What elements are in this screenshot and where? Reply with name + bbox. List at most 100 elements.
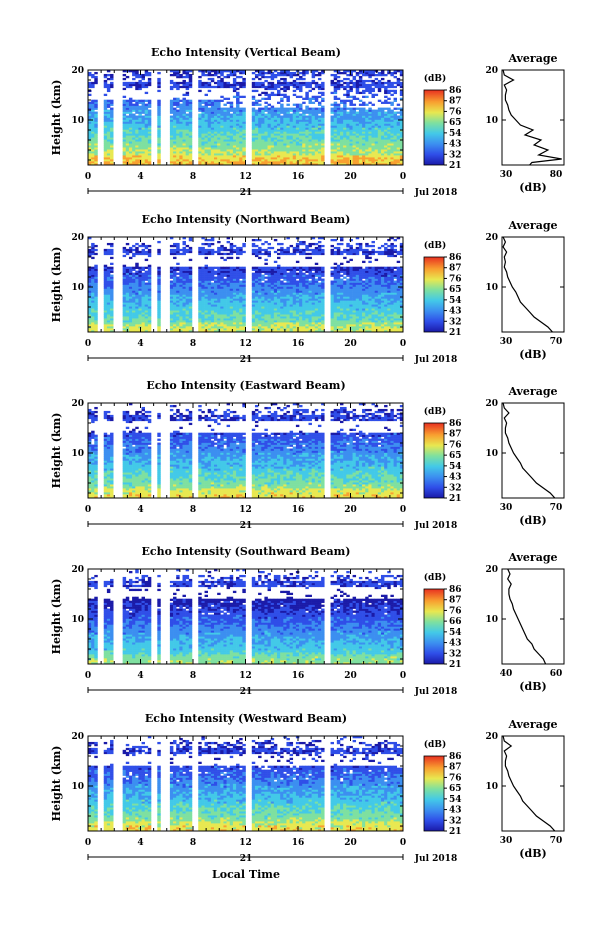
heatmap-cell xyxy=(331,110,334,112)
heatmap-cell xyxy=(331,302,334,304)
heatmap-cell xyxy=(88,84,91,86)
heatmap-cell xyxy=(378,123,381,125)
heatmap-cell xyxy=(123,129,126,131)
heatmap-cell xyxy=(157,84,160,86)
heatmap-cell xyxy=(255,155,258,157)
heatmap-cell xyxy=(94,328,97,330)
heatmap-cell xyxy=(299,159,302,161)
heatmap-cell xyxy=(375,322,378,324)
heatmap-cell xyxy=(302,314,305,316)
heatmap-cell xyxy=(315,161,318,163)
heatmap-cell xyxy=(312,147,315,149)
heatmap-cell xyxy=(309,139,312,141)
heatmap-cell xyxy=(148,127,151,129)
heatmap-cell xyxy=(220,137,223,139)
heatmap-cell xyxy=(365,129,368,131)
heatmap-cell xyxy=(390,310,393,312)
heatmap-cell xyxy=(381,151,384,153)
heatmap-cell xyxy=(157,157,160,159)
heatmap-cell xyxy=(239,110,242,112)
heatmap-cell xyxy=(170,108,173,110)
heatmap-cell xyxy=(277,147,280,149)
heatmap-cell xyxy=(186,141,189,143)
heatmap-cell xyxy=(321,84,324,86)
heatmap-cell xyxy=(227,110,230,112)
heatmap-cell xyxy=(255,143,258,145)
heatmap-cell xyxy=(293,119,296,121)
heatmap-cell xyxy=(126,86,129,88)
heatmap-cell xyxy=(293,304,296,306)
heatmap-cell xyxy=(280,159,283,161)
heatmap-cell xyxy=(94,149,97,151)
heatmap-cell xyxy=(321,304,324,306)
heatmap-cell xyxy=(387,294,390,296)
heatmap-cell xyxy=(293,322,296,324)
heatmap-cell xyxy=(353,96,356,98)
heatmap-cell xyxy=(334,312,337,314)
heatmap-cell xyxy=(372,157,375,159)
heatmap-cell xyxy=(179,296,182,298)
heatmap-cell xyxy=(189,302,192,304)
heatmap-cell xyxy=(315,118,318,120)
heatmap-cell xyxy=(227,320,230,322)
heatmap-cell xyxy=(132,116,135,118)
heatmap-cell xyxy=(286,328,289,330)
heatmap-cell xyxy=(321,316,324,318)
heatmap-cell xyxy=(346,306,349,308)
heatmap-cell xyxy=(372,74,375,76)
heatmap-cell xyxy=(198,116,201,118)
heatmap-cell xyxy=(346,328,349,330)
heatmap-cell xyxy=(356,137,359,139)
heatmap-cell xyxy=(107,302,110,304)
heatmap-cell xyxy=(135,125,138,127)
heatmap-cell xyxy=(214,322,217,324)
heatmap-cell xyxy=(334,102,337,104)
heatmap-cell xyxy=(107,314,110,316)
heatmap-cell xyxy=(359,104,362,106)
heatmap-cell xyxy=(321,127,324,129)
heatmap-cell xyxy=(132,143,135,145)
heatmap-cell xyxy=(280,98,283,100)
heatmap-cell xyxy=(211,137,214,139)
heatmap-cell xyxy=(179,316,182,318)
heatmap-cell xyxy=(236,302,239,304)
heatmap-cell xyxy=(230,102,233,104)
heatmap-cell xyxy=(305,316,308,318)
heatmap-cell xyxy=(230,86,233,88)
heatmap-cell xyxy=(179,143,182,145)
heatmap-cell xyxy=(205,118,208,120)
heatmap-cell xyxy=(236,121,239,123)
heatmap-cell xyxy=(186,149,189,151)
heatmap-cell xyxy=(170,322,173,324)
heatmap-cell xyxy=(132,114,135,116)
heatmap-cell xyxy=(394,133,397,135)
heatmap-cell xyxy=(183,306,186,308)
heatmap-cell xyxy=(157,294,160,296)
heatmap-cell xyxy=(321,129,324,131)
heatmap-cell xyxy=(94,121,97,123)
heatmap-cell xyxy=(239,123,242,125)
heatmap-cell xyxy=(277,149,280,151)
heatmap-cell xyxy=(220,292,223,294)
heatmap-cell xyxy=(378,304,381,306)
heatmap-cell xyxy=(353,312,356,314)
heatmap-cell xyxy=(132,302,135,304)
heatmap-cell xyxy=(176,298,179,300)
heatmap-cell xyxy=(208,304,211,306)
heatmap-cell xyxy=(217,137,220,139)
heatmap-cell xyxy=(390,300,393,302)
heatmap-cell xyxy=(138,102,141,104)
heatmap-cell xyxy=(375,316,378,318)
heatmap-cell xyxy=(220,114,223,116)
heatmap-cell xyxy=(293,104,296,106)
heatmap-cell xyxy=(205,322,208,324)
heatmap-cell xyxy=(88,328,91,330)
heatmap-cell xyxy=(293,324,296,326)
heatmap-cell xyxy=(309,300,312,302)
heatmap-cell xyxy=(293,302,296,304)
heatmap-cell xyxy=(286,114,289,116)
heatmap-cell xyxy=(91,302,94,304)
heatmap-cell xyxy=(126,320,129,322)
heatmap-cell xyxy=(157,112,160,114)
heatmap-cell xyxy=(346,84,349,86)
